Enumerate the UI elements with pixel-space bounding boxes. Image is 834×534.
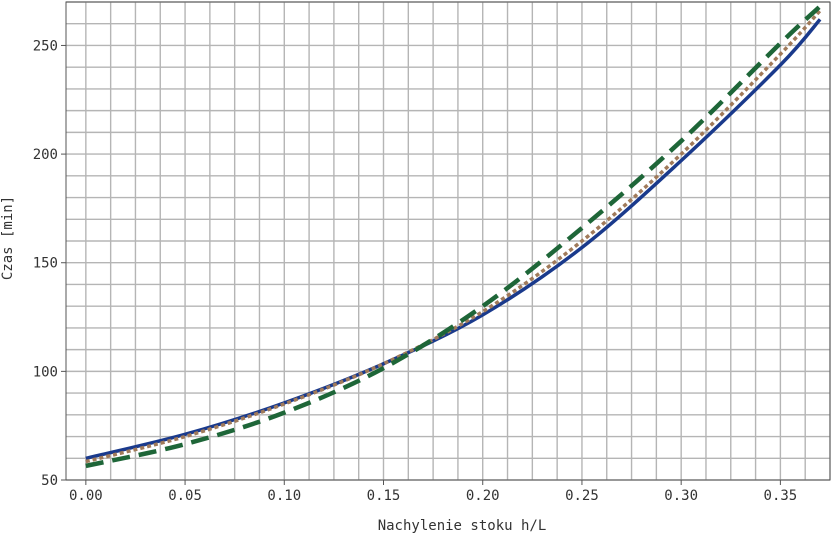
grid: [66, 2, 830, 480]
x-tick-label: 0.35: [764, 488, 798, 504]
series-line-3-dashed: [86, 6, 820, 466]
y-tick-label: 100: [33, 364, 58, 380]
series-line-2-dotted: [86, 11, 820, 462]
series-lines: [86, 6, 820, 466]
y-axis-label: Czas [min]: [0, 196, 16, 280]
x-tick-label: 0.05: [168, 488, 202, 504]
y-tick-label: 50: [41, 473, 58, 489]
y-axis-ticks: 50 100 150 200 250: [33, 38, 66, 489]
x-tick-label: 0.20: [466, 488, 500, 504]
y-tick-label: 250: [33, 38, 58, 54]
y-tick-label: 200: [33, 147, 58, 163]
x-tick-label: 0.15: [367, 488, 401, 504]
x-tick-label: 0.30: [664, 488, 698, 504]
x-tick-label: 0.25: [565, 488, 599, 504]
y-tick-label: 150: [33, 256, 58, 272]
x-axis-ticks: 0.00 0.05 0.10 0.15 0.20 0.25 0.30 0.35: [69, 480, 797, 504]
x-tick-label: 0.00: [69, 488, 103, 504]
x-tick-label: 0.10: [267, 488, 301, 504]
x-axis-label: Nachylenie stoku h/L: [378, 518, 547, 534]
